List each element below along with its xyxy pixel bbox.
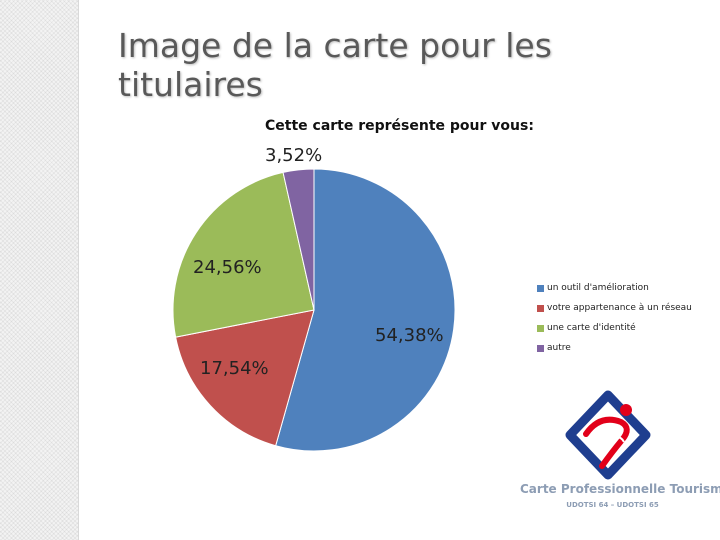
pie-slice-identite	[172, 171, 315, 338]
data-label-reseau: 17,54%	[200, 358, 269, 379]
logo-emblem-icon	[565, 390, 651, 480]
legend-swatch	[537, 284, 544, 292]
left-decorative-band	[0, 0, 78, 540]
legend-label: autre	[547, 343, 571, 353]
carte-pro-logo: Carte Professionnelle Tourisme UDOTSI 64…	[520, 390, 720, 515]
pie-slice-reseau	[175, 309, 315, 447]
legend-item: une carte d'identité	[537, 318, 692, 338]
legend-item: votre appartenance à un réseau	[537, 298, 692, 318]
pie-slice-outil	[275, 168, 456, 452]
slide-title: Image de la carte pour les titulaires	[118, 26, 552, 104]
data-label-autre: 3,52%	[265, 145, 323, 166]
pie-slice-autre	[282, 168, 315, 311]
legend-label: votre appartenance à un réseau	[547, 303, 692, 313]
logo-text: Carte Professionnelle Tourisme	[520, 482, 720, 496]
legend-swatch	[537, 344, 544, 352]
chart-title: Cette carte représente pour vous:	[265, 118, 534, 134]
legend-swatch	[537, 324, 544, 332]
logo-subtext: UDOTSI 64 – UDOTSI 65	[566, 501, 659, 509]
legend-item: autre	[537, 338, 692, 358]
legend-swatch	[537, 304, 544, 312]
legend-label: une carte d'identité	[547, 323, 636, 333]
left-divider	[78, 0, 79, 540]
legend-label: un outil d'amélioration	[547, 283, 649, 293]
legend: un outil d'amélioration votre appartenan…	[537, 278, 692, 358]
data-label-outil: 54,38%	[375, 325, 444, 346]
legend-item: un outil d'amélioration	[537, 278, 692, 298]
data-label-identite: 24,56%	[193, 257, 262, 278]
